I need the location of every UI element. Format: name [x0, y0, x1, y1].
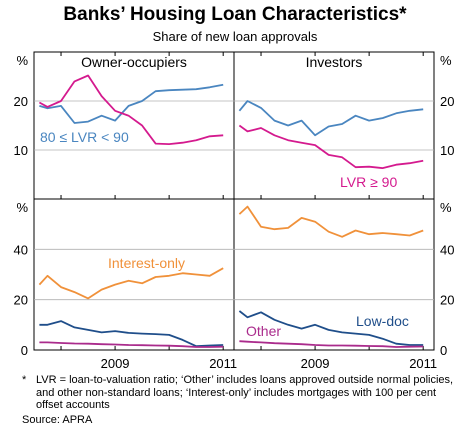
series-line-investors-blue — [238, 100, 424, 137]
series-line-investors-lower-navy — [238, 310, 424, 346]
series-line-owner-occupiers-lower-orange — [38, 267, 224, 300]
y-unit-label-left: % — [16, 200, 28, 215]
chart-subtitle: Share of new loan approvals — [152, 29, 318, 44]
y-unit-label-left: % — [16, 53, 28, 68]
footnote: * LVR = loan-to-valuation ratio; ‘Other’… — [22, 374, 462, 412]
series-line-owner-occupiers-lower-navy — [39, 320, 224, 348]
chart-title: Banks’ Housing Loan Characteristics* — [63, 4, 407, 25]
series-line-owner-occupiers-lower-purple — [39, 341, 224, 348]
y-tick-label-right: 0 — [440, 343, 447, 358]
y-tick-label-right: 20 — [440, 94, 454, 109]
panel-title-owner-occupiers: Owner-occupiers — [81, 54, 187, 70]
y-unit-label-right: % — [440, 200, 452, 215]
y-tick-label-right: 10 — [440, 143, 454, 158]
x-tick-label: 2009 — [101, 356, 130, 371]
x-tick-label: 2009 — [301, 356, 330, 371]
series-line-owner-occupiers-blue — [39, 83, 224, 124]
y-tick-label-left: 40 — [14, 242, 28, 257]
y-tick-label-left: 10 — [14, 143, 28, 158]
series-label-lvr-90: LVR ≥ 90 — [340, 174, 397, 190]
series-label-interest-only: Interest-only — [108, 255, 185, 271]
series-label-other: Other — [246, 323, 281, 339]
footnote-text: LVR = loan-to-valuation ratio; ‘Other’ i… — [36, 374, 454, 411]
x-tick-label: 2011 — [209, 356, 237, 371]
series-label-low-doc: Low-doc — [356, 313, 409, 329]
y-tick-label-left: 20 — [14, 293, 28, 308]
panel-title-investors: Investors — [306, 54, 363, 70]
series-line-investors-lower-purple — [239, 340, 424, 348]
series-label-lvr-80-90: 80 ≤ LVR < 90 — [40, 129, 129, 145]
y-tick-label-left: 20 — [14, 94, 28, 109]
chart-svg: 10 20% 0 20 40% 10 20% 0 20 40% 2009 2011 2009 2011 Ow… — [14, 51, 454, 371]
y-tick-label-right: 40 — [440, 242, 454, 257]
y-tick-label-left: 0 — [21, 343, 28, 358]
y-unit-label-right: % — [440, 53, 452, 68]
source-note: Source: APRA — [22, 414, 93, 426]
series-line-investors-magenta — [238, 124, 424, 170]
footnote-star: * — [22, 374, 27, 386]
series-line-investors-lower-orange — [238, 205, 424, 238]
y-tick-label-right: 20 — [440, 293, 454, 308]
series-line-owner-occupiers-magenta — [38, 74, 224, 146]
x-tick-label: 2011 — [409, 356, 437, 371]
